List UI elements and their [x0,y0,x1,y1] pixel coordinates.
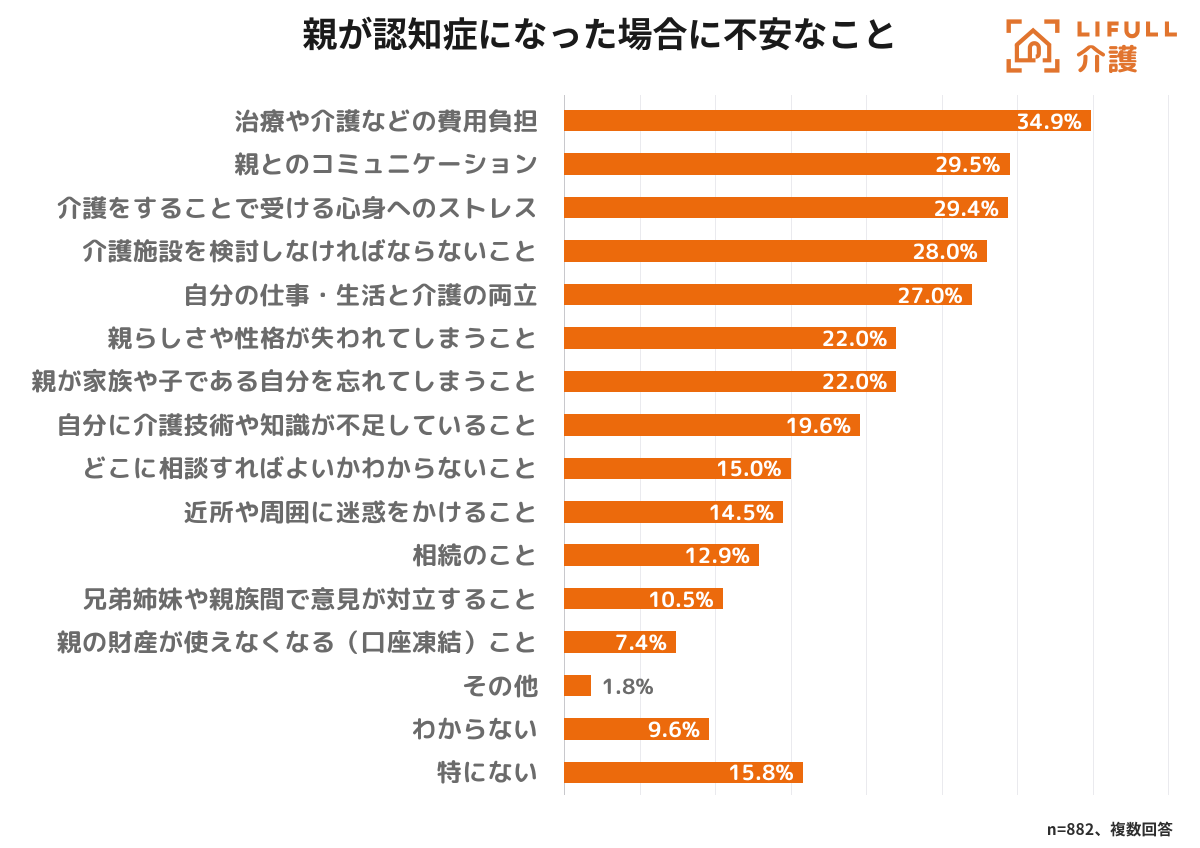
value-label: 7.4% [614,627,667,658]
value-label: 34.9% [1016,105,1083,136]
value-label: 19.6% [785,409,852,440]
lifull-wordmark [1077,21,1177,39]
bar [564,414,861,436]
bar [564,370,897,393]
bar [564,240,987,262]
value-label: 10.5% [647,583,714,614]
category-label: 自分に介護技術や知識が不足していること [56,406,539,442]
house-icon [1014,27,1052,63]
plot-area: 34.9% 29.5% 29.4% 28.0% 27.0% 22.0% 22.0… [564,95,1169,795]
bar [564,544,759,566]
bar [564,457,791,480]
lifull-kaigo-logo: 介護 [1006,19,1177,80]
category-label: 治療や介護などの費用負担 [234,102,539,138]
chart-title: 親が認知症になった場合に不安なこと [302,7,898,58]
category-label: 特にない [436,754,539,790]
value-label: 28.0% [912,236,978,267]
bar [564,327,897,349]
logo-service-text: 介護 [1076,37,1140,80]
category-label: その他 [462,667,539,703]
bar [564,587,723,610]
bar [564,109,1092,132]
category-label: 介護をすることで受ける心身へのストレス [56,189,539,225]
category-label: 近所や周囲に迷惑をかけること [183,493,539,529]
value-label: 9.6% [647,714,701,744]
axis-line [564,95,566,795]
category-label: わからない [411,711,539,746]
bar [564,631,676,653]
value-label: 29.5% [934,149,1001,180]
value-label: 15.0% [715,453,782,484]
bar [564,674,592,697]
bar [564,761,803,784]
category-label: 相続のこと [411,537,539,573]
gridline [790,95,792,795]
category-label: 親の財産が使えなくなる（口座凍結）こと [56,624,539,660]
viewfinder-brackets-icon [1006,19,1060,73]
category-label: 親が家族や子である自分を忘れてしまうこと [31,363,539,399]
gridline [639,95,641,795]
gridline [715,95,717,795]
bar [564,196,1009,219]
category-label: 自分の仕事・生活と介護の両立 [183,276,539,312]
category-label: 介護施設を検討しなければならないこと [81,233,539,269]
gridline [866,95,868,795]
bar [564,718,710,740]
value-label: 14.5% [708,496,775,527]
value-label: 27.0% [897,279,963,310]
category-label: 親とのコミュニケーション [234,146,539,182]
gridline [1017,95,1019,795]
sample-size-note: n=882、複数回答 [1046,818,1173,840]
category-label: 親らしさや性格が失われてしまうこと [107,319,539,355]
bar [564,153,1010,175]
value-label: 1.8% [601,670,654,701]
value-label: 15.8% [727,757,794,788]
category-label: 兄弟姉妹や親族間で意見が対立すること [81,580,539,616]
gridline [1092,95,1094,795]
value-label: 29.4% [933,192,1000,223]
category-label: どこに相談すればよいかわからないこと [81,450,539,486]
bar [564,283,972,306]
gridline [1167,95,1169,795]
value-label: 22.0% [821,366,888,397]
value-label: 22.0% [821,322,888,353]
value-label: 12.9% [684,540,750,571]
bar [564,500,784,523]
gridline [941,95,943,795]
